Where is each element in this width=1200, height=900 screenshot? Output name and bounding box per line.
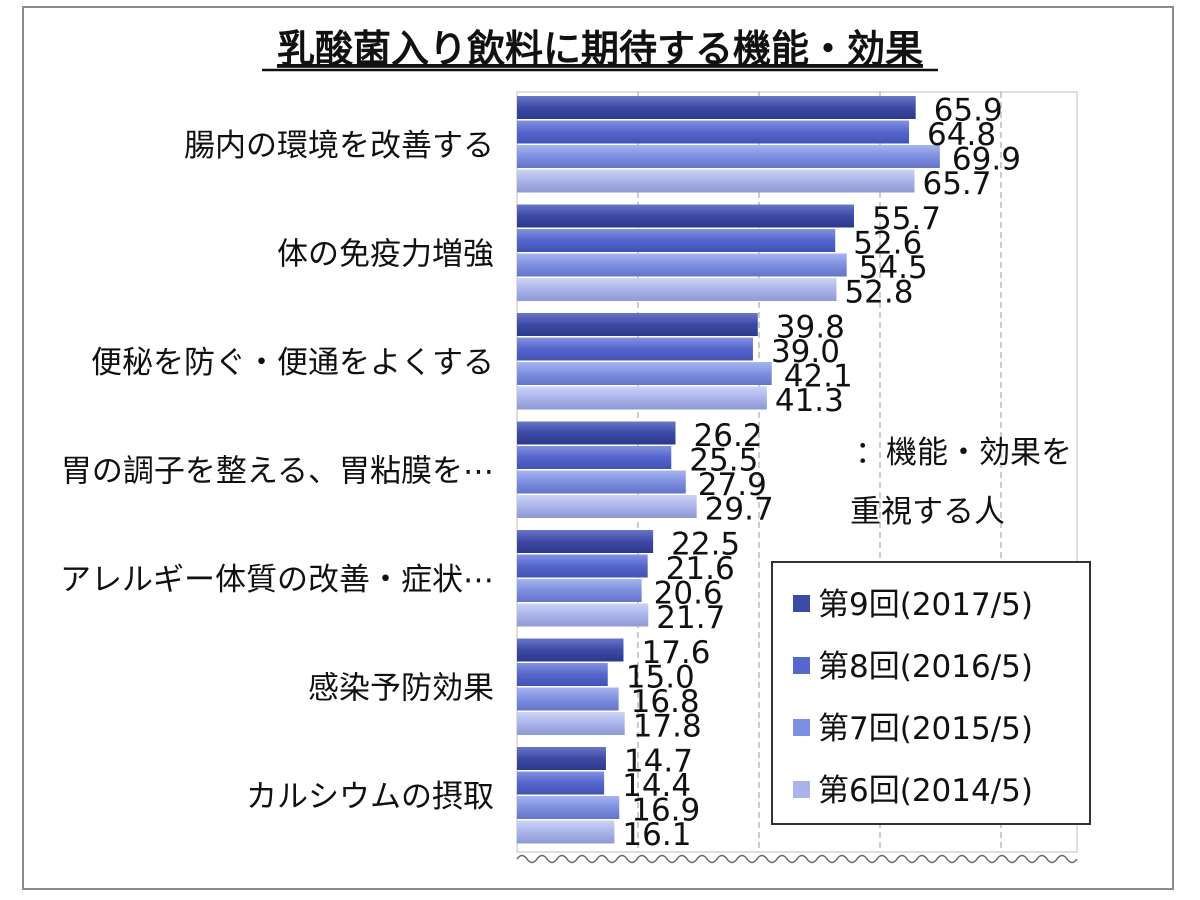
value-labels: 65.964.869.965.755.752.654.552.839.839.0… <box>622 92 1021 853</box>
value-label: 65.9 <box>934 92 1003 128</box>
bar <box>517 687 619 711</box>
bar <box>517 421 676 445</box>
category-label: アレルギー体質の改善・症状⋯ <box>60 562 494 598</box>
bars <box>517 96 940 844</box>
bar <box>517 253 847 277</box>
bar <box>517 278 837 301</box>
chart-title: 乳酸菌入り飲料に期待する機能・効果 <box>277 27 923 71</box>
value-label: 41.3 <box>775 383 844 419</box>
annotation-line-1: ：機能・効果を <box>855 435 1072 471</box>
category-label: 胃の調子を整える、胃粘膜を⋯ <box>61 454 494 490</box>
category-label: 便秘を防ぐ・便通をよくする <box>91 345 494 381</box>
legend-swatch <box>793 657 810 674</box>
value-label: 55.7 <box>872 201 941 237</box>
bar <box>517 638 624 662</box>
annotation-line-2: 重視する人 <box>850 494 1005 530</box>
bar <box>517 229 836 252</box>
bar <box>517 120 910 144</box>
bar <box>517 362 772 385</box>
bar <box>517 554 648 578</box>
bar <box>517 603 649 627</box>
value-label: 14.4 <box>622 768 691 804</box>
value-label: 54.5 <box>859 250 928 286</box>
bar <box>517 204 854 228</box>
axis-break-wave <box>516 854 1078 864</box>
legend-swatch <box>793 719 810 736</box>
category-label: 腸内の環境を改善する <box>184 128 494 164</box>
bar <box>517 446 672 469</box>
legend-swatch <box>793 595 810 612</box>
value-label: 52.8 <box>844 274 913 310</box>
category-label: 感染予防効果 <box>308 671 494 707</box>
value-label: 39.0 <box>771 334 840 370</box>
category-labels: 腸内の環境を改善する体の免疫力増強便秘を防ぐ・便通をよくする胃の調子を整える、胃… <box>60 128 494 815</box>
legend: 第9回(2017/5) 第8回(2016/5) 第7回(2015/5) 第6回(201… <box>771 561 1091 825</box>
bar <box>517 96 916 119</box>
bar <box>517 145 940 168</box>
value-label: 17.6 <box>641 635 710 671</box>
value-label: 69.9 <box>952 141 1021 177</box>
bar <box>517 169 915 193</box>
value-label: 15.0 <box>626 659 695 695</box>
legend-entry: 第6回(2014/5) <box>818 773 1033 809</box>
value-label: 26.2 <box>694 418 763 454</box>
legend-entry: 第7回(2015/5) <box>818 711 1033 747</box>
category-label: カルシウムの摂取 <box>246 779 494 815</box>
value-label: 20.6 <box>654 575 723 611</box>
bar <box>517 313 758 336</box>
category-label: 体の免疫力増強 <box>277 237 494 273</box>
value-label: 16.9 <box>631 792 700 828</box>
bar <box>517 796 620 819</box>
bar <box>517 663 608 686</box>
legend-swatch <box>793 781 810 798</box>
value-label: 22.5 <box>671 526 740 562</box>
value-label: 21.7 <box>656 600 725 636</box>
value-label: 27.9 <box>698 467 767 503</box>
value-label: 42.1 <box>784 358 853 394</box>
value-label: 21.6 <box>666 551 735 587</box>
value-label: 65.7 <box>922 166 991 202</box>
value-label: 29.7 <box>705 491 774 527</box>
bar <box>517 530 654 553</box>
bar <box>517 495 697 518</box>
legend-entry: 第8回(2016/5) <box>818 649 1033 685</box>
bar <box>517 337 753 361</box>
legend-box <box>771 561 1091 825</box>
bar <box>517 386 767 410</box>
bar <box>517 747 606 770</box>
value-label: 16.8 <box>631 684 700 720</box>
value-label: 14.7 <box>624 743 693 779</box>
bar <box>517 820 615 844</box>
bar <box>517 470 686 494</box>
bar <box>517 712 625 735</box>
value-label: 52.6 <box>853 225 922 261</box>
legend-entry: 第9回(2017/5) <box>818 587 1033 623</box>
bar <box>517 771 605 795</box>
value-label: 64.8 <box>927 117 996 153</box>
value-label: 25.5 <box>689 442 758 478</box>
value-label: 16.1 <box>622 817 691 853</box>
value-label: 39.8 <box>776 309 845 345</box>
bar <box>517 579 642 602</box>
value-label: 17.8 <box>633 708 702 744</box>
